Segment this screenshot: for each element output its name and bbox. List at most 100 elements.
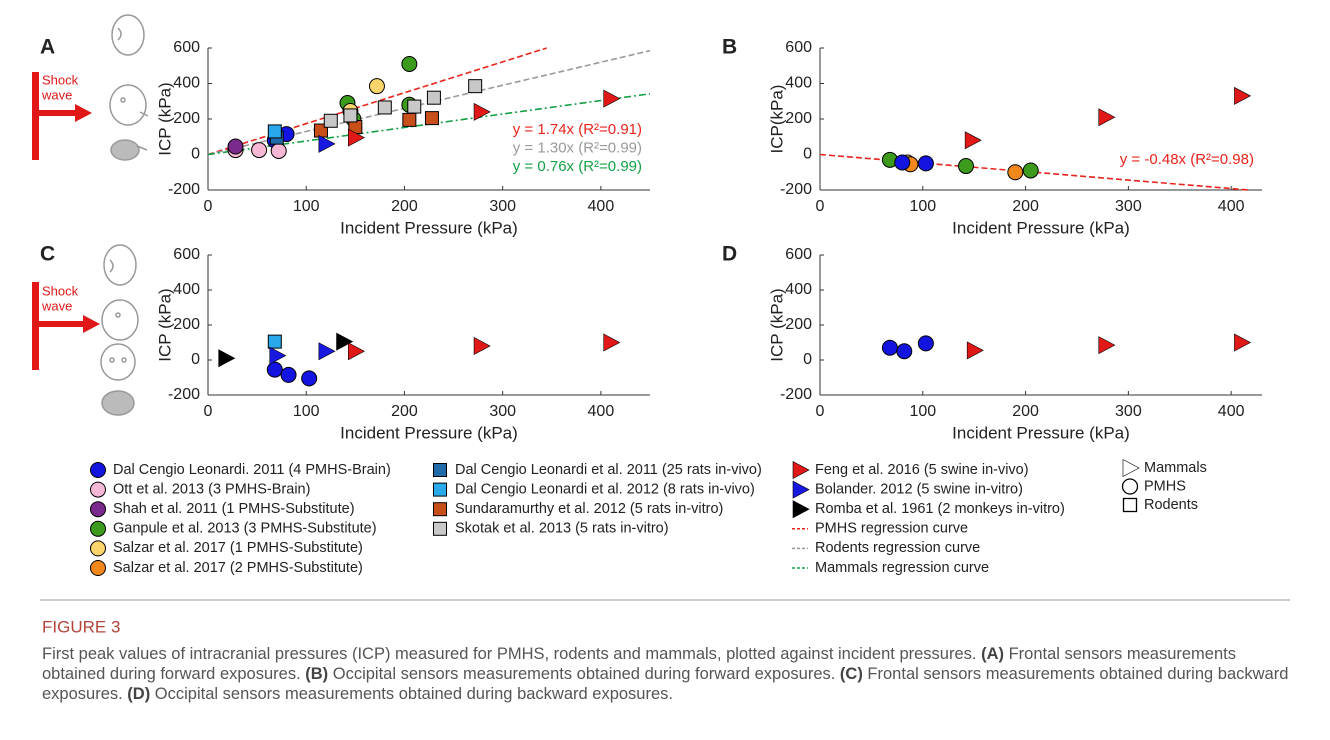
- y-tick-label: 400: [173, 75, 200, 92]
- marker-square: [424, 111, 439, 126]
- x-axis-label: Incident Pressure (kPa): [340, 218, 518, 237]
- marker-triangle: [603, 333, 621, 352]
- shock-label: Shock: [42, 283, 79, 298]
- y-tick-label: 400: [785, 75, 812, 92]
- illustration-c: [32, 244, 139, 416]
- marker-circle: [270, 142, 287, 159]
- legend-label: Ott et al. 2013 (3 PMHS-Brain): [113, 481, 310, 497]
- marker-triangle: [336, 332, 354, 351]
- marker-triangle: [473, 102, 491, 121]
- caption-part: Frontal sensors measurements obtained du…: [42, 645, 1236, 683]
- y-tick-label: 200: [785, 316, 812, 333]
- legend-label: Bolander. 2012 (5 swine in-vitro): [815, 481, 1023, 497]
- marker-square: [407, 99, 422, 114]
- marker-circle: [251, 142, 268, 159]
- legend-label: Dal Cengio Leonardi et al. 2012 (8 rats …: [455, 481, 755, 497]
- marker-triangle: [1122, 459, 1140, 477]
- marker-square: [267, 334, 282, 349]
- illustration-a: [32, 14, 149, 161]
- x-tick-label: 100: [909, 403, 936, 420]
- y-tick-label: 400: [785, 281, 812, 298]
- x-tick-label: 0: [816, 198, 825, 215]
- marker-square: [323, 113, 338, 128]
- shock-label: wave: [41, 87, 72, 102]
- marker-square: [1122, 497, 1138, 513]
- y-tick-label: 600: [173, 39, 200, 56]
- regression-line: [207, 47, 547, 156]
- marker-circle: [90, 462, 106, 478]
- x-tick-label: 0: [204, 403, 213, 420]
- marker-triangle: [603, 89, 621, 108]
- marker-circle: [896, 343, 913, 360]
- legend-label: Mammals regression curve: [815, 560, 989, 576]
- x-tick-label: 100: [909, 198, 936, 215]
- y-tick-label: 200: [173, 110, 200, 127]
- caption-part: Occipital sensors measurements obtained …: [150, 685, 673, 703]
- marker-triangle: [1098, 336, 1116, 355]
- marker-circle: [881, 339, 898, 356]
- shock-label: Shock: [42, 72, 79, 87]
- y-tick-label: -200: [780, 181, 812, 198]
- marker-circle: [368, 78, 385, 95]
- marker-square: [433, 521, 447, 536]
- x-tick-label: 0: [204, 198, 213, 215]
- marker-circle: [90, 540, 106, 557]
- legend-label: Dal Cengio Leonardi et al. 2011 (25 rats…: [455, 462, 762, 478]
- y-axis-label: ICP (kPa): [155, 288, 174, 361]
- marker-circle: [266, 361, 283, 378]
- y-axis-label: ICP (kPa): [155, 82, 174, 155]
- marker-triangle: [318, 134, 336, 153]
- y-tick-label: 400: [173, 281, 200, 298]
- x-tick-label: 100: [293, 403, 320, 420]
- marker-circle: [90, 520, 106, 537]
- x-tick-label: 0: [816, 403, 825, 420]
- marker-circle: [1121, 478, 1139, 495]
- x-tick-label: 200: [1012, 403, 1039, 420]
- regression-label: y = 1.74x (R²=0.91): [513, 121, 642, 138]
- regression-label: y = 1.30x (R²=0.99): [513, 139, 642, 156]
- x-tick-label: 200: [391, 403, 418, 420]
- legend-label: Dal Cengio Leonardi. 2011 (4 PMHS-Brain): [113, 462, 391, 478]
- y-tick-label: 200: [785, 110, 812, 127]
- legend-label: Rodents regression curve: [815, 540, 980, 556]
- y-tick-label: 0: [191, 351, 200, 368]
- marker-triangle: [348, 342, 365, 361]
- x-tick-label: 300: [1115, 198, 1142, 215]
- marker-circle: [90, 481, 106, 498]
- marker-triangle: [218, 349, 236, 368]
- legend-label: Feng et al. 2016 (5 swine in-vivo): [815, 462, 1029, 478]
- marker-square: [433, 482, 447, 497]
- regression-line: [207, 93, 651, 156]
- y-tick-label: 0: [803, 351, 812, 368]
- marker-circle: [90, 501, 106, 518]
- marker-square: [433, 502, 447, 517]
- marker-triangle: [269, 346, 287, 365]
- marker-circle: [401, 55, 418, 72]
- x-tick-label: 400: [588, 403, 615, 420]
- legend-label: Rodents: [1144, 497, 1198, 513]
- x-tick-label: 400: [1218, 403, 1245, 420]
- marker-circle: [957, 158, 974, 175]
- panel-label: B: [722, 36, 737, 59]
- legend-label: PMHS: [1144, 478, 1186, 494]
- x-tick-label: 400: [588, 198, 615, 215]
- x-tick-label: 200: [1012, 198, 1039, 215]
- y-tick-label: -200: [168, 386, 200, 403]
- y-axis-label: ICP (kPa): [767, 288, 786, 361]
- marker-triangle: [792, 461, 810, 479]
- marker-triangle: [792, 500, 810, 519]
- x-tick-label: 300: [489, 403, 516, 420]
- marker-circle: [90, 560, 106, 576]
- marker-circle: [301, 370, 318, 387]
- y-tick-label: -200: [780, 386, 812, 403]
- legend-label: Salzar et al. 2017 (2 PMHS-Substitute): [113, 560, 363, 576]
- regression-label: y = 0.76x (R²=0.99): [513, 158, 642, 175]
- legend-label: Sundaramurthy et al. 2012 (5 rats in-vit…: [455, 501, 723, 517]
- y-tick-label: -200: [168, 181, 200, 198]
- x-tick-label: 300: [489, 198, 516, 215]
- legend-label: PMHS regression curve: [815, 521, 968, 537]
- legend-label: Romba et al. 1961 (2 monkeys in-vitro): [815, 501, 1065, 517]
- marker-square: [402, 112, 417, 127]
